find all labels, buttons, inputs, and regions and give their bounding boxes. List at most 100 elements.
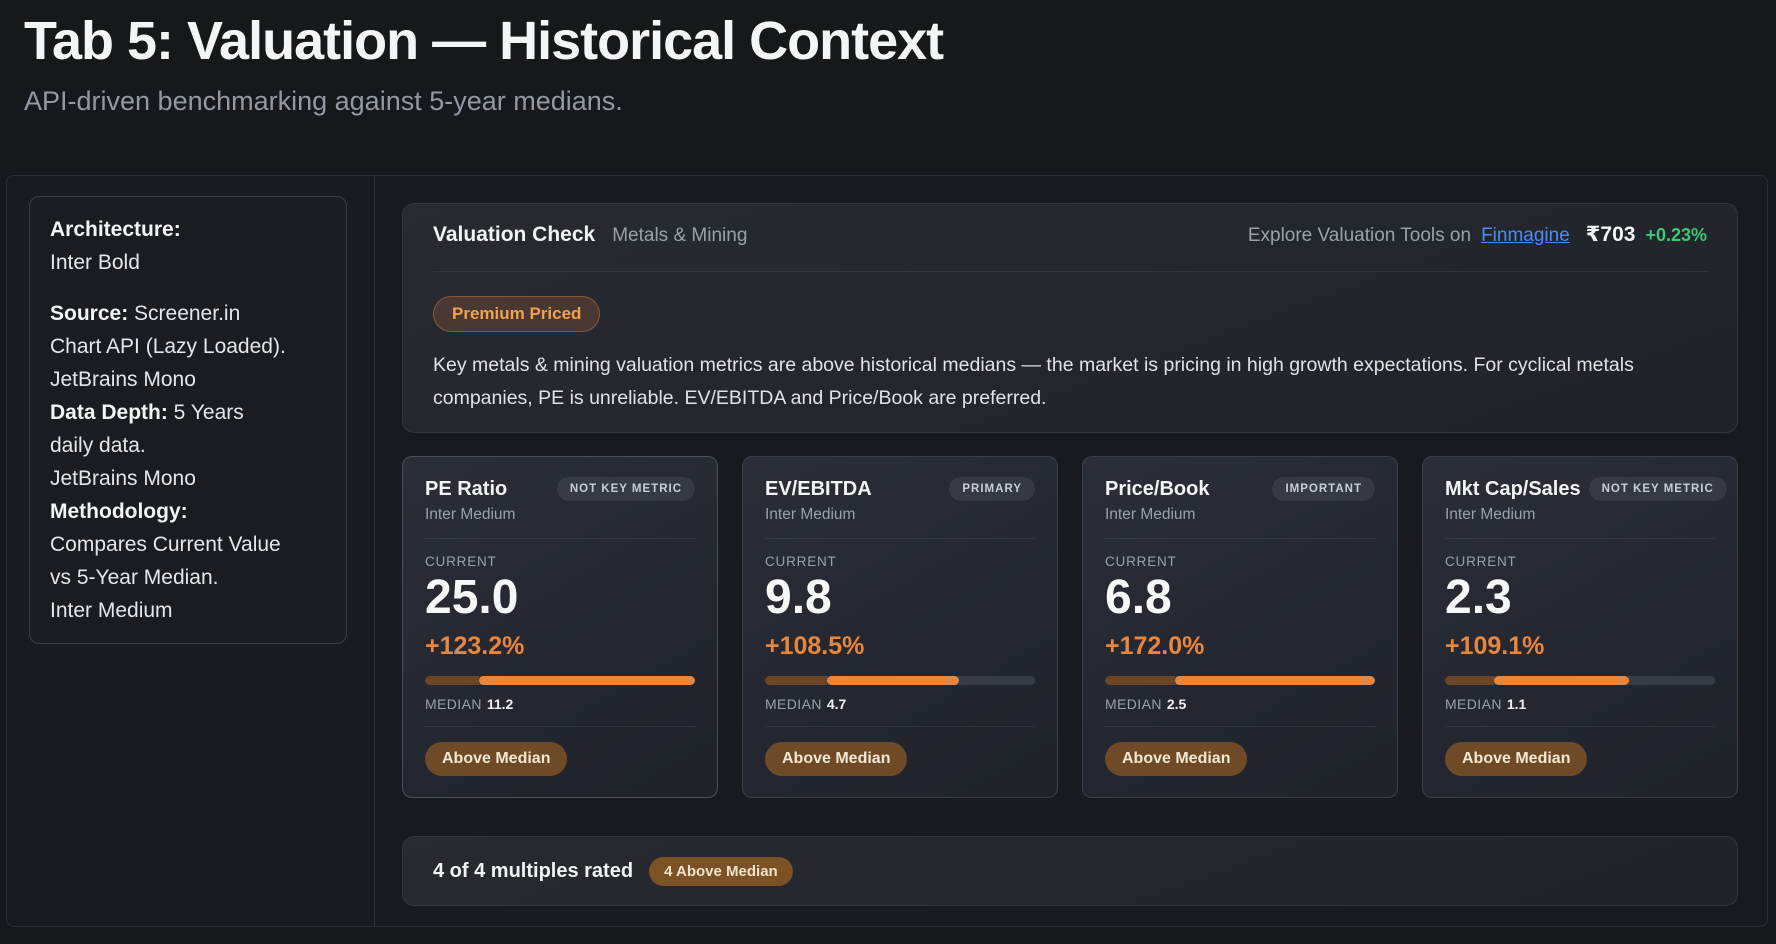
architecture-text-line: Chart API (Lazy Loaded). [50, 335, 286, 358]
change-percent: +123.2% [425, 631, 525, 660]
current-label: CURRENT [1105, 554, 1177, 569]
metric-tag-badge: NOT KEY METRIC [1588, 477, 1727, 501]
page-subtitle: API-driven benchmarking against 5-year m… [24, 86, 623, 116]
metric-card: Price/Book IMPORTANT Inter Medium CURREN… [1082, 456, 1398, 798]
metric-card-header: EV/EBITDA PRIMARY [765, 477, 1035, 501]
metric-card: EV/EBITDA PRIMARY Inter Medium CURRENT 9… [742, 456, 1058, 798]
architecture-info-text: Architecture: Inter Bold Source: Screener.… [50, 213, 326, 627]
architecture-text-line: JetBrains Mono [50, 368, 196, 391]
median-row: MEDIAN 11.2 [425, 696, 695, 712]
metric-tag-badge: NOT KEY METRIC [556, 477, 695, 501]
panel-header-divider [433, 271, 1707, 272]
card-divider-top [425, 538, 695, 539]
architecture-text-line: Inter Bold [50, 251, 140, 274]
bar-median-segment [765, 675, 828, 685]
bar-fill-segment [1493, 675, 1629, 685]
architecture-text-line: Architecture: [50, 218, 181, 241]
metric-card-header: Mkt Cap/Sales NOT KEY METRIC [1445, 477, 1727, 501]
metric-subtitle: Inter Medium [765, 506, 856, 523]
finmagine-link[interactable]: Finmagine [1481, 225, 1570, 246]
card-divider-top [1105, 538, 1375, 539]
verdict-badge: Above Median [1105, 741, 1248, 776]
architecture-text-line: Compares Current Value [50, 533, 281, 556]
price-change: +0.23% [1645, 225, 1707, 245]
metric-subtitle: Inter Medium [1445, 506, 1536, 523]
valuation-description: Key metals & mining valuation metrics ar… [433, 354, 1634, 409]
multiples-rated-summary: 4 of 4 multiples rated [433, 859, 634, 882]
bar-fill-segment [479, 675, 695, 685]
main-column: Valuation Check Metals & Mining Explore … [375, 176, 1768, 926]
metric-card: PE Ratio NOT KEY METRIC Inter Medium CUR… [402, 456, 718, 798]
bar-median-segment [1105, 675, 1176, 685]
metric-card-header: Price/Book IMPORTANT [1105, 477, 1375, 501]
architecture-text-line: Methodology: [50, 500, 188, 523]
median-label: MEDIAN [1105, 695, 1162, 712]
median-label: MEDIAN [1445, 695, 1502, 712]
architecture-text-line: JetBrains Mono [50, 467, 196, 490]
verdict-badge: Above Median [1445, 741, 1588, 776]
panel-title: Valuation Check [433, 223, 596, 246]
stock-price: ₹703 [1585, 223, 1636, 246]
bar-fill-segment [1175, 675, 1375, 685]
current-label: CURRENT [765, 554, 837, 569]
summary-footer-panel: 4 of 4 multiples rated 4 Above Median [402, 836, 1738, 906]
metric-title: PE Ratio [425, 477, 508, 500]
architecture-text-line: daily data. [50, 434, 146, 457]
bar-median-segment [1445, 675, 1494, 685]
current-value: 25.0 [425, 571, 519, 624]
architecture-text-line: Data Depth: 5 Years [50, 401, 244, 424]
metric-title: Mkt Cap/Sales [1445, 477, 1581, 500]
content-container: Architecture: Inter Bold Source: Screener.… [6, 175, 1768, 927]
median-row: MEDIAN 4.7 [765, 696, 1035, 712]
metric-tag-badge: IMPORTANT [1272, 477, 1375, 501]
median-label: MEDIAN [425, 695, 482, 712]
architecture-text-line [50, 279, 326, 297]
median-value: 11.2 [486, 695, 514, 712]
median-progress-bar [1105, 675, 1375, 685]
metric-title: EV/EBITDA [765, 477, 872, 500]
verdict-badge: Above Median [425, 741, 568, 776]
metric-subtitle: Inter Medium [425, 506, 516, 523]
bar-median-segment [425, 675, 479, 685]
change-percent: +172.0% [1105, 631, 1205, 660]
metric-subtitle: Inter Medium [1105, 506, 1196, 523]
premium-priced-badge: Premium Priced [433, 296, 601, 332]
panel-header-right: Explore Valuation Tools on Finmagine ₹70… [1248, 222, 1707, 247]
architecture-sidebar: Architecture: Inter Bold Source: Screener.… [7, 176, 375, 926]
architecture-text-line: vs 5-Year Median. [50, 566, 219, 589]
median-value: 4.7 [826, 695, 847, 712]
median-row: MEDIAN 2.5 [1105, 696, 1375, 712]
median-progress-bar [425, 675, 695, 685]
current-value: 6.8 [1105, 571, 1172, 624]
metric-card-header: PE Ratio NOT KEY METRIC [425, 477, 695, 501]
median-value: 2.5 [1166, 695, 1187, 712]
median-progress-bar [1445, 675, 1715, 685]
card-divider-bottom [765, 725, 1035, 727]
page-title: Tab 5: Valuation — Historical Context [24, 11, 944, 71]
median-value: 1.1 [1506, 695, 1527, 712]
current-value: 9.8 [765, 571, 832, 624]
change-percent: +108.5% [765, 631, 865, 660]
current-label: CURRENT [425, 554, 497, 569]
explore-tools-text: Explore Valuation Tools on [1247, 225, 1472, 246]
sector-label: Metals & Mining [612, 225, 748, 246]
architecture-text-line: Inter Medium [50, 599, 173, 622]
change-percent: +109.1% [1445, 631, 1545, 660]
bar-fill-segment [827, 675, 960, 685]
card-divider-top [1445, 538, 1715, 539]
metric-tag-badge: PRIMARY [949, 477, 1035, 501]
metric-cards-row: PE Ratio NOT KEY METRIC Inter Medium CUR… [402, 456, 1738, 798]
architecture-info-box: Architecture: Inter Bold Source: Screener.… [29, 196, 347, 644]
median-row: MEDIAN 1.1 [1445, 696, 1715, 712]
median-label: MEDIAN [765, 695, 822, 712]
card-divider-bottom [1445, 725, 1715, 727]
verdict-badge: Above Median [765, 741, 908, 776]
valuation-check-panel: Valuation Check Metals & Mining Explore … [402, 203, 1738, 433]
current-value: 2.3 [1445, 571, 1512, 624]
above-median-count-badge: 4 Above Median [649, 856, 793, 886]
metric-title: Price/Book [1105, 477, 1210, 500]
metric-card: Mkt Cap/Sales NOT KEY METRIC Inter Mediu… [1422, 456, 1738, 798]
architecture-text-line: Source: Screener.in [50, 302, 241, 325]
current-label: CURRENT [1445, 554, 1517, 569]
valuation-panel-header: Valuation Check Metals & Mining Explore … [433, 222, 1707, 258]
